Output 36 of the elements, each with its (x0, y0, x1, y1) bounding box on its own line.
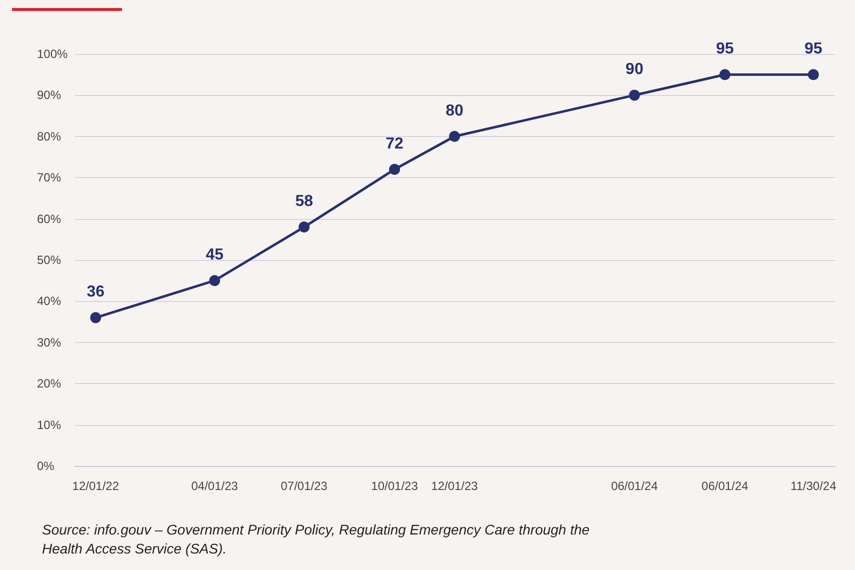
y-tick-label: 10% (37, 418, 62, 432)
point (628, 90, 640, 101)
point (449, 130, 460, 142)
x-tick-label: 07/01/23 (280, 479, 328, 493)
point (719, 69, 730, 80)
data-label: 95 (716, 40, 734, 58)
y-tick-label: 80% (37, 129, 62, 144)
y-tick-label: 100% (37, 47, 68, 61)
x-tick-label: 06/01/24 (611, 479, 658, 493)
x-tick-label: 10/01/23 (371, 479, 418, 493)
x-tick-label: 06/01/24 (702, 479, 749, 493)
point (209, 275, 220, 286)
data-label: 80 (446, 102, 464, 120)
y-tick-label: 0% (37, 459, 55, 473)
point (90, 312, 102, 324)
source-note: Source: info.gouv – Government Priority Policy, Regulating Emergency Care through the Health Access Service (SAS). (42, 522, 594, 556)
y-tick-label: 30% (37, 335, 62, 350)
x-tick-label: 04/01/23 (191, 479, 238, 493)
y-tick-label: 20% (37, 376, 62, 391)
data-label: 45 (206, 246, 224, 264)
data-label: 72 (386, 135, 404, 152)
x-tick-label: 12/01/22 (72, 479, 120, 493)
point (389, 164, 400, 175)
data-label: 58 (295, 193, 314, 210)
y-tick-label: 40% (37, 294, 62, 308)
data-label: 95 (804, 40, 822, 58)
y-tick-label: 70% (37, 170, 62, 185)
y-tick-label: 90% (37, 88, 62, 102)
x-tick-label: 11/30/24 (790, 479, 837, 493)
data-label: 90 (626, 61, 644, 78)
data-label: 36 (86, 284, 105, 301)
y-tick-label: 50% (37, 253, 62, 267)
point (298, 222, 310, 233)
x-tick-label: 12/01/23 (431, 479, 478, 493)
point (808, 69, 819, 80)
y-tick-label: 60% (37, 212, 62, 226)
